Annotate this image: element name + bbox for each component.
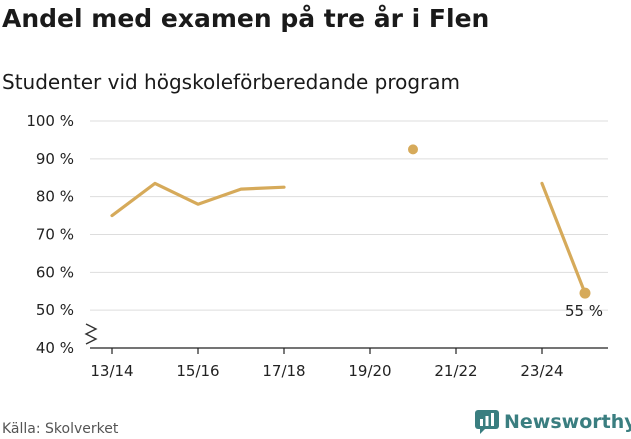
y-axis-ticks: 40 % 50 % 60 % 70 % 80 % 90 % 100 % [26, 112, 74, 357]
newsworthy-logo-icon [475, 410, 499, 434]
brand-name: Newsworthy [504, 411, 631, 433]
chart-subtitle: Studenter vid högskoleförberedande progr… [2, 70, 460, 94]
y-tick-label: 50 % [36, 301, 74, 319]
data-label: 55 % [565, 302, 603, 320]
y-tick-label: 40 % [36, 339, 74, 357]
brand-logo-group[interactable]: Newsworthy [475, 410, 631, 434]
y-tick-label: 70 % [36, 226, 74, 244]
annotations: 55 % [565, 302, 603, 320]
axis-break-mark [84, 323, 98, 345]
chart-title: Andel med examen på tre år i Flen [2, 4, 490, 33]
grid-lines [84, 120, 608, 349]
series-points [408, 144, 591, 299]
x-tick-label: 15/16 [176, 362, 219, 380]
y-tick-label: 80 % [36, 188, 74, 206]
x-tick-label: 13/14 [90, 362, 133, 380]
x-tick-label: 21/22 [434, 362, 477, 380]
series-line [540, 181, 587, 295]
y-tick-label: 90 % [36, 150, 74, 168]
series-line [110, 181, 286, 218]
series-lines [110, 181, 587, 295]
x-axis-ticks: 13/14 15/16 17/18 19/20 21/22 23/24 [90, 348, 564, 380]
source-note: Källa: Skolverket [2, 421, 119, 437]
x-tick-label: 17/18 [262, 362, 305, 380]
data-point-last [579, 287, 591, 299]
data-point [408, 144, 418, 155]
y-tick-label: 100 % [26, 112, 74, 130]
x-tick-label: 23/24 [520, 362, 563, 380]
y-tick-label: 60 % [36, 263, 74, 281]
x-tick-label: 19/20 [348, 362, 391, 380]
